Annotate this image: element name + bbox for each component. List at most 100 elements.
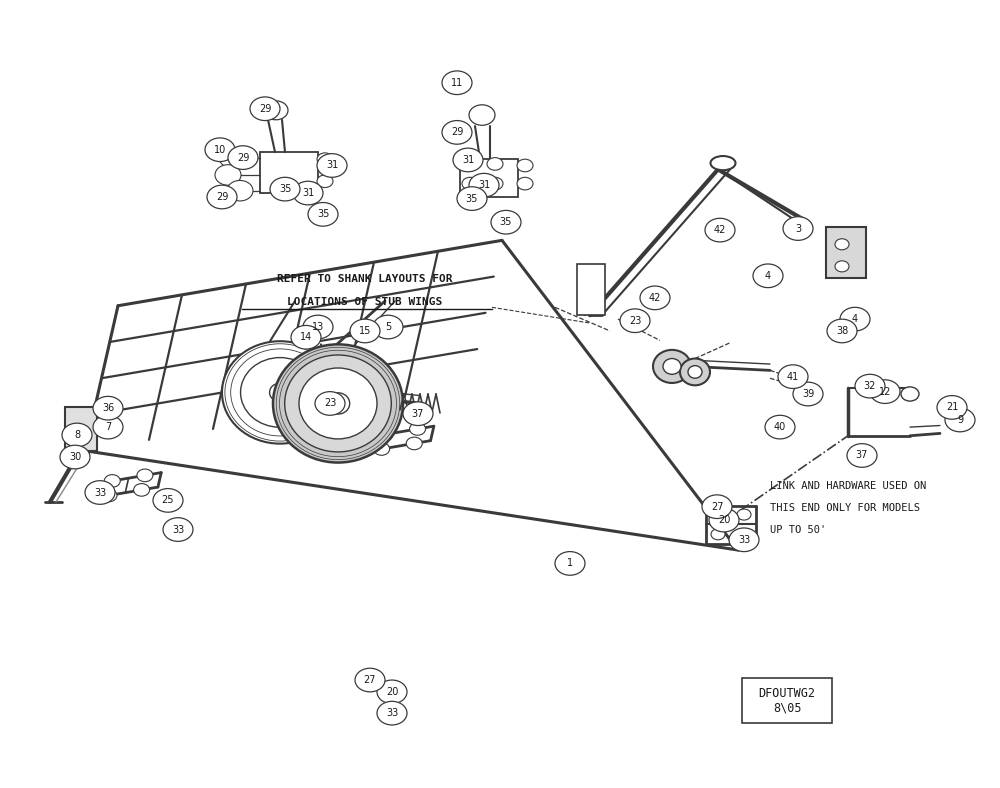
- Circle shape: [855, 374, 885, 398]
- Circle shape: [374, 443, 390, 455]
- Text: 31: 31: [462, 155, 474, 165]
- Circle shape: [457, 187, 487, 210]
- Circle shape: [937, 396, 967, 419]
- Circle shape: [373, 315, 403, 339]
- Text: LINK AND HARDWARE USED ON: LINK AND HARDWARE USED ON: [770, 481, 926, 491]
- Circle shape: [709, 508, 739, 532]
- Circle shape: [737, 509, 751, 520]
- Circle shape: [270, 177, 300, 201]
- Text: 40: 40: [774, 422, 786, 432]
- Circle shape: [350, 319, 380, 343]
- Circle shape: [85, 481, 115, 504]
- Text: 12: 12: [879, 387, 891, 396]
- Text: 29: 29: [259, 104, 271, 113]
- Circle shape: [945, 408, 975, 432]
- Ellipse shape: [688, 366, 702, 378]
- Circle shape: [403, 402, 433, 426]
- Circle shape: [640, 286, 670, 310]
- Text: 39: 39: [802, 389, 814, 399]
- Text: 29: 29: [237, 153, 249, 162]
- Text: 27: 27: [364, 675, 376, 685]
- Circle shape: [134, 484, 150, 496]
- Text: 35: 35: [279, 184, 291, 194]
- Ellipse shape: [680, 359, 710, 385]
- Text: 13: 13: [312, 322, 324, 332]
- Circle shape: [469, 173, 499, 197]
- Text: 3: 3: [795, 224, 801, 233]
- Circle shape: [219, 147, 245, 168]
- Text: 7: 7: [105, 422, 111, 432]
- Ellipse shape: [663, 359, 681, 374]
- Ellipse shape: [270, 383, 290, 402]
- Circle shape: [293, 181, 323, 205]
- Circle shape: [207, 185, 237, 209]
- Ellipse shape: [273, 344, 403, 463]
- Circle shape: [783, 217, 813, 240]
- Circle shape: [705, 218, 735, 242]
- Circle shape: [317, 175, 333, 188]
- Circle shape: [729, 528, 759, 552]
- Text: LOCATIONS OF STUB WINGS: LOCATIONS OF STUB WINGS: [287, 297, 443, 307]
- Text: 21: 21: [946, 403, 958, 412]
- Circle shape: [487, 158, 503, 170]
- Text: 36: 36: [102, 403, 114, 413]
- Circle shape: [215, 165, 241, 185]
- Text: REFER TO SHANK LAYOUTS FOR: REFER TO SHANK LAYOUTS FOR: [277, 273, 453, 284]
- FancyBboxPatch shape: [742, 678, 832, 723]
- Text: 20: 20: [718, 515, 730, 525]
- Ellipse shape: [326, 393, 350, 414]
- Text: 20: 20: [386, 687, 398, 697]
- Text: 29: 29: [216, 192, 228, 202]
- Circle shape: [104, 474, 120, 487]
- Text: 11: 11: [451, 78, 463, 87]
- Circle shape: [462, 158, 478, 170]
- Circle shape: [765, 415, 795, 439]
- Circle shape: [163, 518, 193, 541]
- Text: 29: 29: [451, 128, 463, 137]
- Text: 35: 35: [500, 217, 512, 227]
- Circle shape: [793, 382, 823, 406]
- Circle shape: [835, 261, 849, 272]
- Text: 10: 10: [214, 145, 226, 154]
- Text: 31: 31: [326, 161, 338, 170]
- Ellipse shape: [710, 156, 736, 170]
- Text: 15: 15: [359, 326, 371, 336]
- Text: 23: 23: [324, 399, 336, 408]
- Circle shape: [555, 552, 585, 575]
- Ellipse shape: [299, 368, 377, 439]
- Circle shape: [205, 138, 235, 162]
- Circle shape: [462, 177, 478, 190]
- Text: UP TO 50': UP TO 50': [770, 525, 826, 535]
- Text: 35: 35: [317, 210, 329, 219]
- Circle shape: [840, 307, 870, 331]
- Circle shape: [93, 415, 123, 439]
- Circle shape: [711, 509, 725, 520]
- Circle shape: [453, 148, 483, 172]
- FancyBboxPatch shape: [65, 407, 97, 451]
- Text: 14: 14: [300, 333, 312, 342]
- Circle shape: [377, 428, 393, 440]
- Circle shape: [753, 264, 783, 288]
- Circle shape: [410, 422, 426, 435]
- Text: 8: 8: [74, 430, 80, 440]
- Text: 41: 41: [787, 372, 799, 381]
- Text: 31: 31: [302, 188, 314, 198]
- Text: 9: 9: [957, 415, 963, 425]
- Text: 32: 32: [864, 381, 876, 391]
- Circle shape: [778, 365, 808, 388]
- Circle shape: [517, 159, 533, 172]
- Circle shape: [93, 396, 123, 420]
- Circle shape: [442, 71, 472, 95]
- Circle shape: [60, 445, 90, 469]
- Text: 30: 30: [69, 452, 81, 462]
- Circle shape: [303, 315, 333, 339]
- Circle shape: [737, 529, 751, 540]
- Circle shape: [835, 239, 849, 250]
- Circle shape: [317, 153, 333, 165]
- Circle shape: [406, 437, 422, 450]
- Text: 1: 1: [567, 559, 573, 568]
- Text: 33: 33: [386, 708, 398, 718]
- FancyBboxPatch shape: [260, 152, 318, 193]
- Text: 23: 23: [629, 316, 641, 325]
- Text: DFOUTWG2
8\05: DFOUTWG2 8\05: [759, 686, 816, 715]
